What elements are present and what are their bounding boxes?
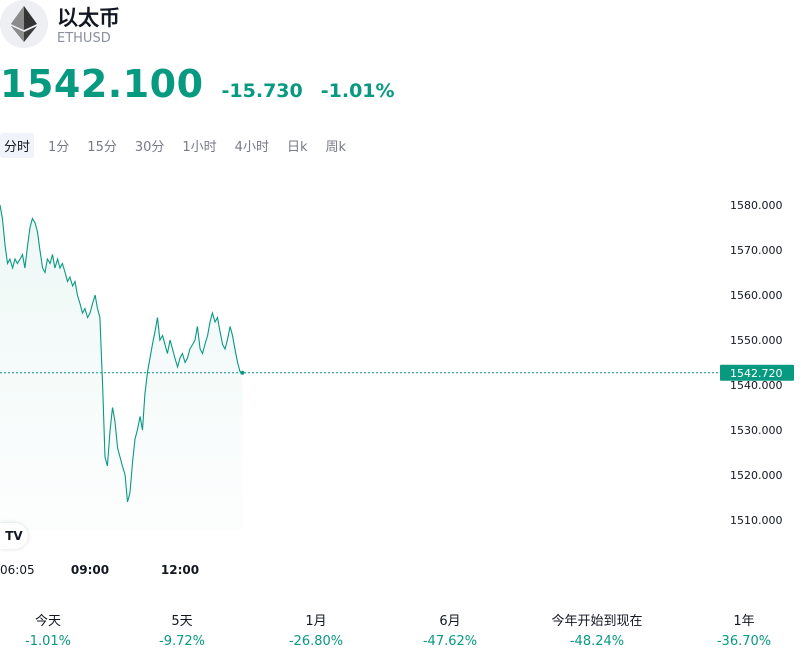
tab-intraday[interactable]: 分时 [0, 133, 35, 158]
period-value: -48.24% [569, 634, 625, 649]
period-label: 1月 [305, 614, 327, 629]
price-change-percent: -1.01% [320, 80, 395, 102]
price-change: -15.730 [221, 80, 303, 102]
asset-symbol: ETHUSD [57, 31, 111, 46]
quote-row: 1542.100 -15.730 -1.01% [0, 62, 395, 106]
tab-1min[interactable]: 1分 [48, 140, 70, 155]
period-value: -36.70% [716, 634, 772, 649]
performance-periods: 今天 -1.01% 5天 -9.72% 1月 -26.80% 6月 -47.62… [0, 610, 800, 660]
tab-daily[interactable]: 日k [286, 140, 308, 155]
period-ytd[interactable]: 今年开始到现在 -48.24% [551, 610, 642, 649]
price-chart[interactable]: 1580.000 1570.000 1560.000 1550.000 1540.000… [0, 160, 800, 590]
period-value: -26.80% [288, 634, 344, 649]
asset-name: 以太币 [57, 6, 120, 30]
ethereum-icon [11, 6, 37, 42]
current-price-tag [720, 364, 794, 381]
interval-tabs: 分时 1分 15分 30分 1小时 4小时 日k 周k [0, 133, 360, 158]
period-value: -9.72% [159, 634, 205, 649]
period-label: 5天 [171, 614, 193, 629]
x-tick-label: 06:05 [0, 563, 35, 577]
period-1year[interactable]: 1年 -36.70% [717, 610, 771, 649]
x-tick-label: 12:00 [161, 563, 199, 577]
tab-4hour[interactable]: 4小时 [234, 140, 269, 155]
y-tick-label: 1550.000 [730, 334, 783, 347]
period-today[interactable]: 今天 -1.01% [25, 610, 71, 649]
period-value: -1.01% [25, 634, 71, 649]
period-1month[interactable]: 1月 -26.80% [289, 610, 343, 649]
current-price-tag-label: 1542.720 [730, 367, 783, 380]
period-label: 6月 [439, 614, 461, 629]
y-tick-label: 1540.000 [730, 379, 783, 392]
y-tick-label: 1510.000 [730, 514, 783, 527]
x-tick-label: 09:00 [71, 563, 109, 577]
period-label: 今天 [34, 614, 61, 629]
tab-15min[interactable]: 15分 [87, 140, 117, 155]
ethereum-logo [0, 0, 48, 48]
y-tick-label: 1530.000 [730, 424, 783, 437]
period-value: -47.62% [422, 634, 478, 649]
current-price-dot [240, 370, 245, 375]
price-line [0, 204, 243, 503]
period-label: 1年 [733, 614, 755, 629]
price-area-fill [0, 205, 243, 530]
y-tick-label: 1520.000 [730, 469, 783, 482]
y-tick-label: 1580.000 [730, 199, 783, 212]
period-5day[interactable]: 5天 -9.72% [159, 610, 205, 649]
current-price: 1542.100 [0, 62, 204, 106]
y-tick-label: 1570.000 [730, 244, 783, 257]
tab-1hour[interactable]: 1小时 [182, 140, 217, 155]
y-tick-label: 1560.000 [730, 289, 783, 302]
tradingview-logo[interactable]: TV [0, 523, 28, 549]
tradingview-logo-icon: TV [5, 529, 23, 543]
period-label: 今年开始到现在 [551, 614, 643, 629]
tab-weekly[interactable]: 周k [325, 140, 347, 155]
tab-30min[interactable]: 30分 [134, 140, 165, 155]
period-6month[interactable]: 6月 -47.62% [423, 610, 477, 649]
